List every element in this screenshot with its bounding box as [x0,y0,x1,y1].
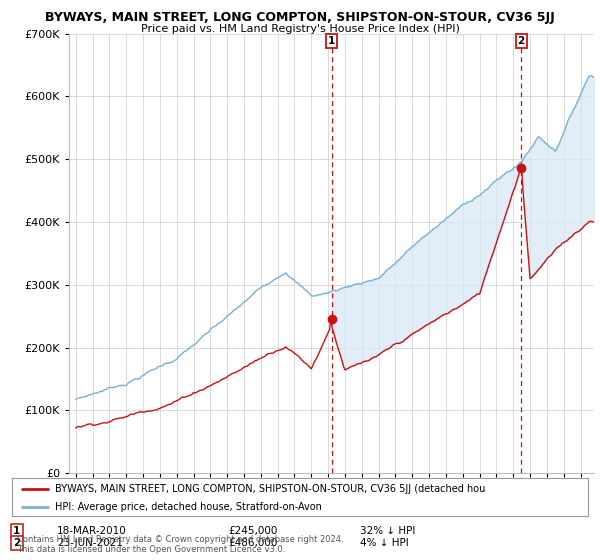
Text: £245,000: £245,000 [228,526,277,536]
Text: 2: 2 [518,36,525,46]
Text: HPI: Average price, detached house, Stratford-on-Avon: HPI: Average price, detached house, Stra… [55,502,322,512]
Text: 2: 2 [13,538,20,548]
Text: BYWAYS, MAIN STREET, LONG COMPTON, SHIPSTON-ON-STOUR, CV36 5JJ: BYWAYS, MAIN STREET, LONG COMPTON, SHIPS… [45,11,555,24]
Text: 32% ↓ HPI: 32% ↓ HPI [360,526,415,536]
Text: 18-MAR-2010: 18-MAR-2010 [57,526,127,536]
Text: 23-JUN-2021: 23-JUN-2021 [57,538,123,548]
Text: BYWAYS, MAIN STREET, LONG COMPTON, SHIPSTON-ON-STOUR, CV36 5JJ (detached hou: BYWAYS, MAIN STREET, LONG COMPTON, SHIPS… [55,484,485,494]
Text: 4% ↓ HPI: 4% ↓ HPI [360,538,409,548]
Text: 1: 1 [328,36,335,46]
Text: £486,000: £486,000 [228,538,277,548]
Text: 1: 1 [13,526,20,536]
Text: Contains HM Land Registry data © Crown copyright and database right 2024.
This d: Contains HM Land Registry data © Crown c… [17,535,343,554]
Text: Price paid vs. HM Land Registry's House Price Index (HPI): Price paid vs. HM Land Registry's House … [140,24,460,34]
